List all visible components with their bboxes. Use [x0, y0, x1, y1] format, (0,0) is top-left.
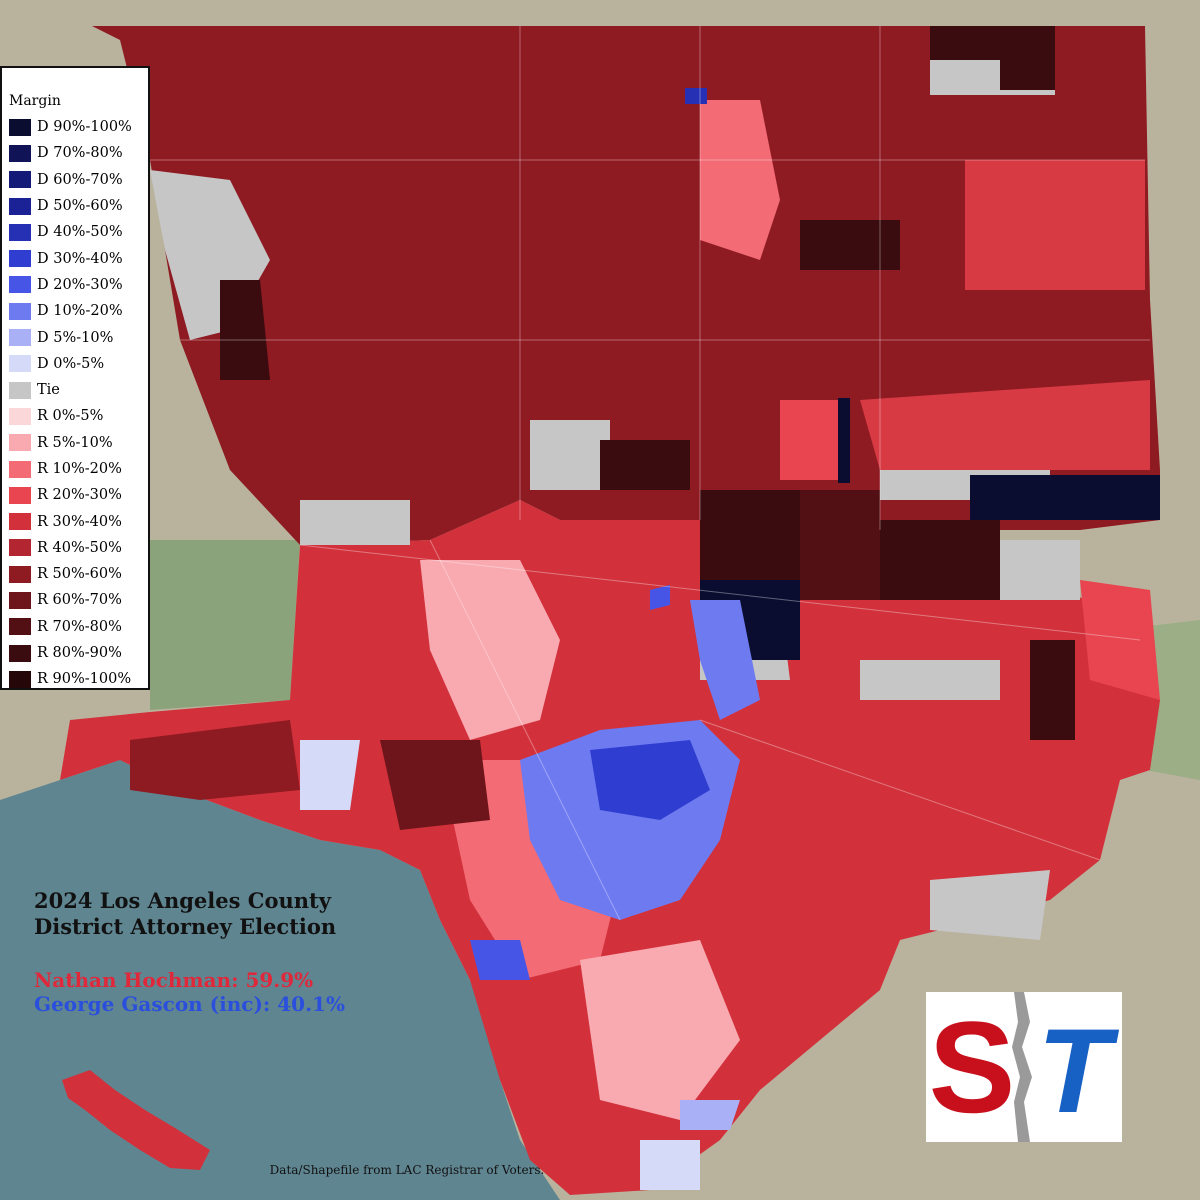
title-block: 2024 Los Angeles County District Attorne… [34, 888, 345, 1016]
r-strong-region [800, 220, 900, 270]
source-note: Data/Shapefile from LAC Registrar of Vot… [262, 1163, 552, 1178]
r10-region [780, 400, 840, 480]
legend-label: R 90%-100% [37, 671, 131, 687]
legend-title: Margin [9, 93, 148, 111]
legend-swatch [9, 355, 31, 372]
legend-item: D 5%-10% [9, 324, 148, 350]
legend-label: D 10%-20% [37, 303, 123, 319]
legend-swatch [9, 539, 31, 556]
legend-label: D 50%-60% [37, 198, 123, 214]
legend-label: R 30%-40% [37, 514, 122, 530]
legend-swatch [9, 461, 31, 478]
legend-label: D 20%-30% [37, 277, 123, 293]
d-light-region [680, 1100, 740, 1130]
legend-swatch [9, 224, 31, 241]
r-strong-region [800, 490, 880, 600]
legend-item: R 10%-20% [9, 456, 148, 482]
logo-letter-t: T [1037, 1004, 1119, 1138]
r-strong-region [880, 520, 1000, 600]
legend-label: D 30%-40% [37, 251, 123, 267]
legend-item: D 10%-20% [9, 298, 148, 324]
legend-swatch [9, 618, 31, 635]
legend-swatch [9, 250, 31, 267]
legend-label: R 50%-60% [37, 566, 122, 582]
legend-swatch [9, 566, 31, 583]
legend-item: R 70%-80% [9, 614, 148, 640]
legend-label: R 70%-80% [37, 619, 122, 635]
legend-swatch [9, 671, 31, 688]
legend-item: D 20%-30% [9, 272, 148, 298]
legend-label: R 5%-10% [37, 435, 113, 451]
tie-region [930, 870, 1050, 940]
legend-item: R 60%-70% [9, 587, 148, 613]
legend: Margin D 90%-100% D 70%-80% D 60%-70% D 50%… [0, 66, 150, 690]
d-light-region [640, 1140, 700, 1190]
legend-label: Tie [37, 382, 60, 398]
legend-item: R 90%-100% [9, 666, 148, 692]
tie-region [1000, 540, 1080, 600]
legend-label: D 90%-100% [37, 119, 132, 135]
legend-item: R 5%-10% [9, 430, 148, 456]
legend-swatch [9, 171, 31, 188]
tie-region [300, 500, 410, 545]
map-title-line1: 2024 Los Angeles County [34, 888, 345, 914]
d-strong-region [970, 475, 1160, 520]
legend-swatch [9, 145, 31, 162]
legend-swatch [9, 645, 31, 662]
r-strong-region [700, 490, 800, 580]
legend-swatch [9, 408, 31, 425]
legend-label: R 80%-90% [37, 645, 122, 661]
legend-swatch [9, 119, 31, 136]
d-strong-region [685, 88, 707, 104]
tie-region [530, 420, 610, 490]
legend-swatch [9, 513, 31, 530]
legend-swatch [9, 487, 31, 504]
legend-label: R 10%-20% [37, 461, 122, 477]
legend-item: R 40%-50% [9, 535, 148, 561]
basemap-forest [150, 540, 300, 710]
legend-label: D 5%-10% [37, 330, 113, 346]
d-light-region [300, 740, 360, 810]
legend-swatch [9, 276, 31, 293]
legend-label: D 40%-50% [37, 224, 123, 240]
legend-item: D 70%-80% [9, 140, 148, 166]
legend-swatch [9, 592, 31, 609]
legend-label: D 60%-70% [37, 172, 123, 188]
legend-swatch [9, 382, 31, 399]
candidate-gascon: George Gascon (inc): 40.1% [34, 992, 345, 1016]
st-logo: S T [926, 992, 1122, 1142]
legend-item: R 80%-90% [9, 640, 148, 666]
map-title-line2: District Attorney Election [34, 914, 345, 940]
legend-label: D 0%-5% [37, 356, 104, 372]
r-strong-region [1030, 640, 1075, 740]
legend-swatch [9, 434, 31, 451]
d-strong-region [838, 398, 850, 483]
tie-region [860, 660, 1000, 700]
legend-item: R 50%-60% [9, 561, 148, 587]
legend-swatch [9, 198, 31, 215]
legend-item: D 0%-5% [9, 351, 148, 377]
r-strong-region [600, 440, 690, 490]
legend-item: D 60%-70% [9, 167, 148, 193]
legend-item: D 30%-40% [9, 245, 148, 271]
legend-swatch [9, 303, 31, 320]
legend-label: R 20%-30% [37, 487, 122, 503]
legend-item: R 0%-5% [9, 403, 148, 429]
d-core-region [470, 940, 530, 980]
legend-label: D 70%-80% [37, 145, 123, 161]
legend-rows: D 90%-100% D 70%-80% D 60%-70% D 50%-60% D 4… [9, 114, 148, 693]
legend-label: R 40%-50% [37, 540, 122, 556]
r20-region [965, 160, 1145, 290]
legend-item: R 30%-40% [9, 508, 148, 534]
legend-item: D 40%-50% [9, 219, 148, 245]
legend-label: R 0%-5% [37, 408, 103, 424]
legend-label: R 60%-70% [37, 592, 122, 608]
legend-item: Tie [9, 377, 148, 403]
legend-item: D 50%-60% [9, 193, 148, 219]
candidate-hochman: Nathan Hochman: 59.9% [34, 968, 345, 992]
legend-item: D 90%-100% [9, 114, 148, 140]
legend-item: R 20%-30% [9, 482, 148, 508]
legend-swatch [9, 329, 31, 346]
logo-letter-s: S [929, 994, 1016, 1140]
